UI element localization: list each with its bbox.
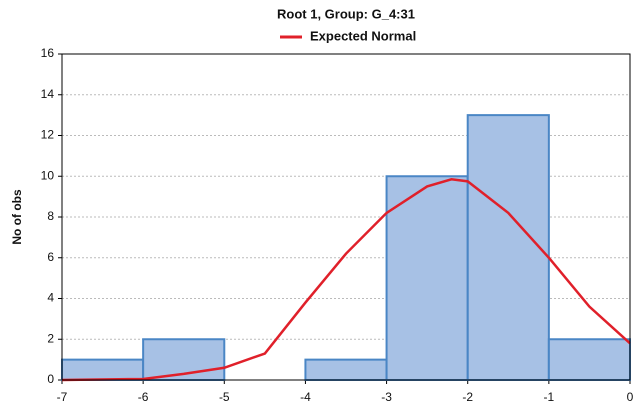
y-tick-label: 4 — [47, 291, 54, 305]
bar — [304, 358, 388, 381]
y-tick-label: 6 — [47, 250, 54, 264]
y-tick-label: 0 — [47, 372, 54, 386]
chart-title: Root 1, Group: G_4:31 — [277, 6, 415, 21]
normal-curve — [61, 178, 631, 382]
bar — [61, 358, 145, 381]
y-tick-label: 2 — [47, 331, 54, 345]
y-tick-label: 12 — [41, 128, 55, 142]
y-tick-label: 8 — [47, 209, 54, 223]
plot-frame — [61, 53, 631, 381]
bar — [466, 114, 550, 381]
x-tick-label: 0 — [627, 390, 634, 404]
bar — [547, 338, 631, 381]
x-tick-label: -6 — [138, 390, 149, 404]
x-tick-label: -4 — [300, 390, 311, 404]
bar — [385, 175, 469, 381]
y-axis-label: No of obs — [10, 189, 24, 245]
y-tick-label: 16 — [41, 46, 55, 60]
x-tick-label: -7 — [57, 390, 68, 404]
legend-label: Expected Normal — [310, 28, 416, 43]
x-tick-label: -3 — [381, 390, 392, 404]
x-tick-label: -1 — [544, 390, 555, 404]
y-tick-label: 14 — [41, 87, 55, 101]
x-tick-label: -5 — [219, 390, 230, 404]
y-tick-label: 10 — [41, 168, 55, 182]
x-tick-label: -2 — [462, 390, 473, 404]
